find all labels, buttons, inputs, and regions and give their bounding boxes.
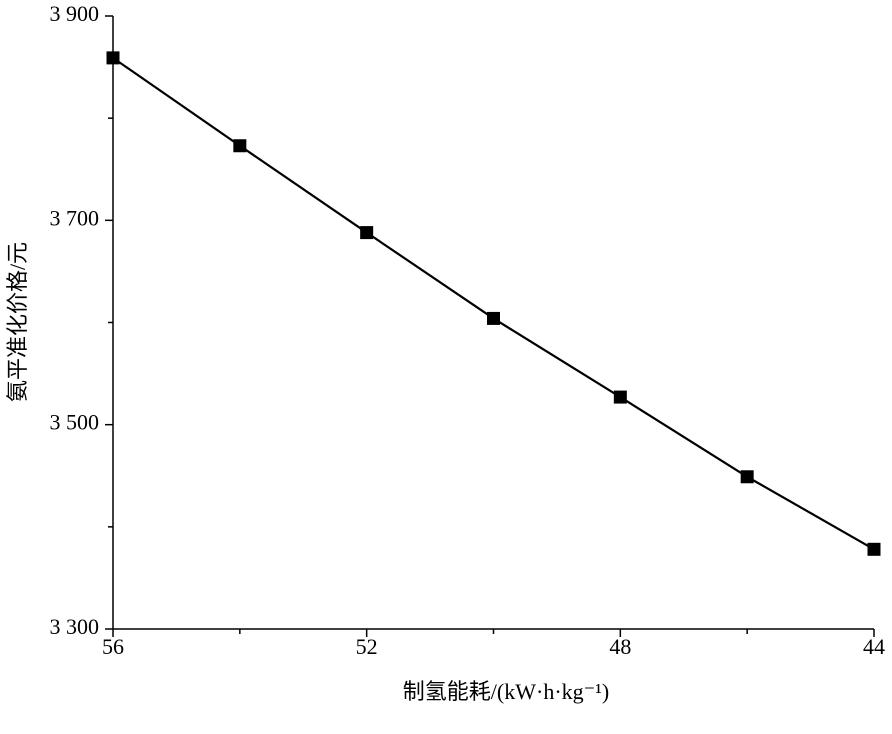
marker: [740, 470, 754, 484]
marker: [106, 51, 120, 65]
marker: [613, 390, 627, 404]
x-tick-label: 52: [356, 634, 378, 659]
x-tick-label: 48: [609, 634, 631, 659]
y-tick-label: 3 300: [50, 614, 100, 639]
marker: [360, 226, 374, 240]
series-line: [112, 56, 875, 551]
y-tick-label: 3 500: [50, 410, 100, 435]
marker: [867, 542, 881, 556]
y-axis-title: 氨平准化价格/元: [5, 242, 30, 402]
x-tick-label: 56: [102, 634, 124, 659]
y-tick-label: 3 900: [50, 1, 100, 26]
marker: [487, 311, 500, 325]
marker: [233, 139, 247, 153]
x-tick-label: 44: [863, 634, 885, 659]
x-axis-title: 制氢能耗/(kW·h·kg⁻¹): [403, 679, 609, 704]
y-tick-label: 3 700: [50, 205, 100, 230]
